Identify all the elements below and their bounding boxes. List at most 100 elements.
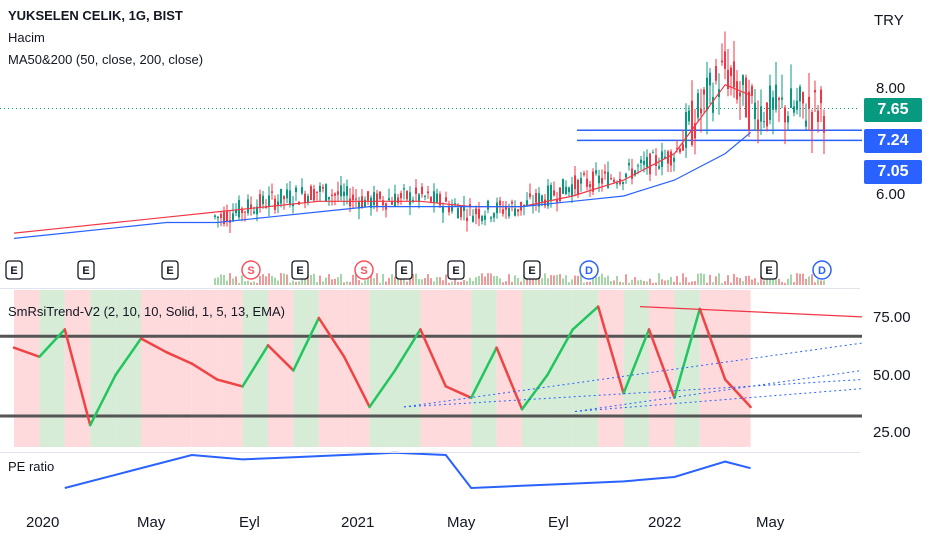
candle-body xyxy=(787,116,789,123)
candle-body xyxy=(259,194,261,208)
volume-bar xyxy=(655,282,657,285)
event-marker-label: E xyxy=(166,265,173,277)
candle-body xyxy=(547,185,549,207)
candle-body xyxy=(340,185,342,197)
candle-body xyxy=(349,198,351,207)
candle-body xyxy=(628,162,630,166)
candle-body xyxy=(580,178,582,184)
candle-body xyxy=(586,178,588,187)
volume-bar xyxy=(694,281,696,285)
candle-body xyxy=(625,173,627,178)
volume-bar xyxy=(709,274,711,285)
volume-legend: Hacim xyxy=(8,30,45,45)
candle-body xyxy=(301,187,303,194)
candle-body xyxy=(475,208,477,215)
rsi-segment xyxy=(393,328,422,372)
rsi-trend-band xyxy=(293,290,319,447)
x-tick-eyl-2021: Eyl xyxy=(548,514,569,531)
candle-body xyxy=(640,159,642,164)
candle-body xyxy=(376,193,378,208)
volume-bar xyxy=(496,276,498,285)
volume-bar xyxy=(631,279,633,285)
candle-body xyxy=(238,200,240,218)
event-marker-label: E xyxy=(10,265,17,277)
event-marker-label: S xyxy=(360,265,367,277)
candle-body xyxy=(691,100,693,145)
rsi-trend-band xyxy=(242,290,268,447)
candle-body xyxy=(802,92,804,104)
candle-body xyxy=(511,201,513,204)
volume-bar xyxy=(349,281,351,285)
rsi-segment xyxy=(88,373,117,427)
volume-bar xyxy=(259,276,261,285)
rsi-support-line-0 xyxy=(403,342,863,408)
candle-body xyxy=(769,85,771,120)
candle-body xyxy=(481,216,483,222)
candle-body xyxy=(508,208,510,217)
rsi-trend-band xyxy=(39,290,65,447)
rsi-trend-band xyxy=(471,290,497,447)
candle-body xyxy=(808,96,810,109)
candle-body xyxy=(751,86,753,96)
candle-body xyxy=(550,184,552,200)
volume-bar xyxy=(382,273,384,285)
rsi-segment xyxy=(596,305,625,395)
candle-body xyxy=(244,211,246,213)
volume-bar xyxy=(628,282,630,285)
rsi-trend-band xyxy=(141,290,167,447)
volume-bar xyxy=(718,273,720,285)
candle-body xyxy=(763,121,765,123)
candle-body xyxy=(652,152,654,154)
candle-body xyxy=(736,81,738,100)
volume-bar xyxy=(415,273,417,285)
candle-body xyxy=(337,191,339,195)
candle-body xyxy=(595,170,597,174)
volume-bar xyxy=(814,282,816,285)
volume-bar xyxy=(481,273,483,285)
candle-body xyxy=(805,120,807,127)
volume-bar xyxy=(781,281,783,285)
volume-bar xyxy=(802,273,804,285)
candle-body xyxy=(706,77,708,111)
candle-body xyxy=(664,156,666,159)
dividend-marker xyxy=(812,260,832,280)
volume-bar xyxy=(445,274,447,285)
candle-body xyxy=(712,96,714,113)
candle-body xyxy=(451,205,453,212)
candle-body xyxy=(604,171,606,174)
rsi-trend-band xyxy=(318,290,345,447)
candle-body xyxy=(262,195,264,205)
candle-body xyxy=(439,193,441,206)
candle-body xyxy=(484,215,486,220)
x-tick-2022: 2022 xyxy=(648,514,682,531)
volume-bar xyxy=(721,282,723,285)
volume-bar xyxy=(490,273,492,285)
candle-body xyxy=(271,191,273,193)
volume-bar xyxy=(613,280,615,285)
volume-bar xyxy=(751,279,753,285)
candle-body xyxy=(346,186,348,196)
pane-separator-2 xyxy=(0,452,860,453)
volume-bar xyxy=(817,279,819,285)
volume-bar xyxy=(439,277,441,285)
volume-bar xyxy=(805,278,807,285)
earnings-marker xyxy=(447,260,465,280)
volume-bar xyxy=(463,279,465,285)
candle-body xyxy=(676,148,678,150)
rsi-support-line-1 xyxy=(574,369,863,412)
volume-bar xyxy=(808,276,810,285)
volume-bar xyxy=(796,273,798,285)
volume-bar xyxy=(319,275,321,285)
candle-body xyxy=(568,187,570,193)
volume-bar xyxy=(358,280,360,285)
volume-bar xyxy=(526,276,528,285)
candle-body xyxy=(697,93,699,118)
candle-body xyxy=(799,86,801,102)
candle-body xyxy=(307,196,309,203)
volume-bar xyxy=(247,280,249,285)
candle-body xyxy=(331,194,333,197)
candle-body xyxy=(643,160,645,165)
volume-bar xyxy=(409,275,411,285)
ma-legend: MA50&200 (50, close, 200, close) xyxy=(8,52,204,67)
